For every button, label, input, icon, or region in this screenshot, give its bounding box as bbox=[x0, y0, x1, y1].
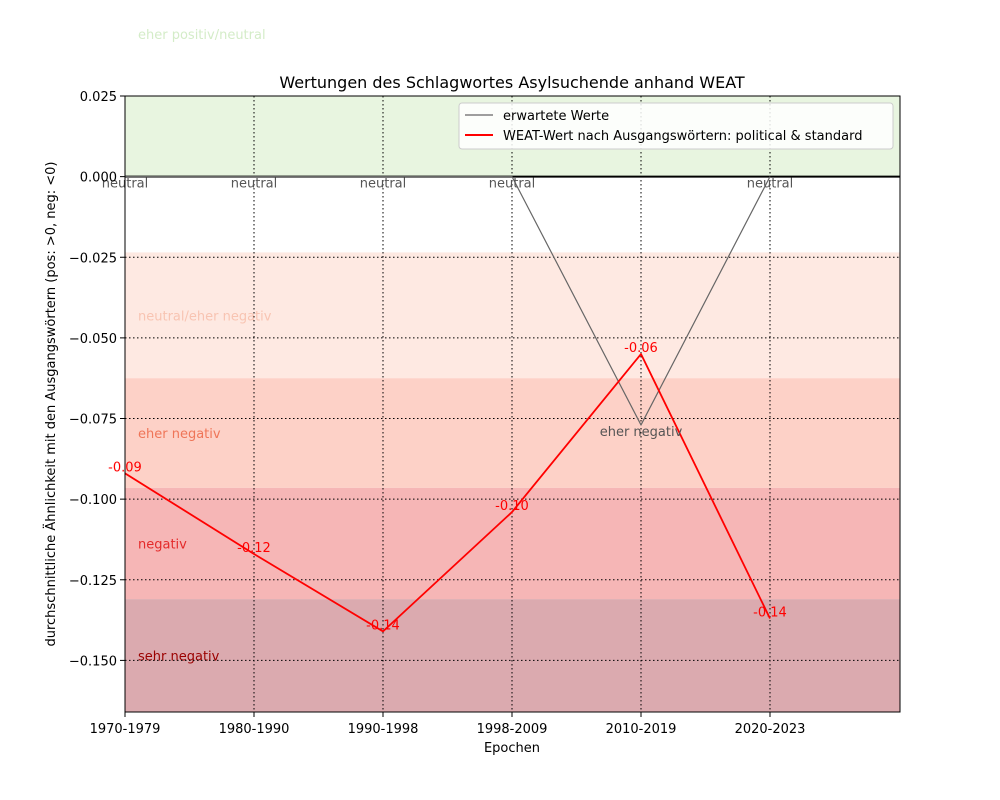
x-tick-label-3: 1998-2009 bbox=[477, 722, 548, 737]
x-axis-label: Epochen bbox=[484, 741, 540, 756]
band-label-1: neutral/eher negativ bbox=[138, 309, 272, 324]
series-line-1 bbox=[124, 353, 771, 633]
band-label-0: eher positiv/neutral bbox=[138, 28, 266, 43]
y-tick-label-3: −0.050 bbox=[69, 332, 117, 347]
band-label-4: sehr negativ bbox=[138, 650, 220, 665]
y-axis-label: durchschnittliche Ähnlichkeit mit den Au… bbox=[43, 161, 59, 646]
y-tick-label-5: −0.100 bbox=[69, 493, 117, 508]
x-tick-label-5: 2020-2023 bbox=[735, 722, 806, 737]
y-tick-label-6: −0.125 bbox=[69, 574, 117, 589]
x-tick-label-4: 2010-2019 bbox=[606, 722, 677, 737]
y-axis: 0.025 0.000 −0.025 −0.050 −0.075 −0.100 −0.125… bbox=[69, 90, 125, 669]
x-tick-label-1: 1980-1990 bbox=[219, 722, 290, 737]
data-label-2: -0.14 bbox=[366, 618, 400, 633]
y-tick-label-0: 0.025 bbox=[80, 90, 117, 105]
expected-label-2: neutral bbox=[360, 177, 407, 192]
data-label-3: -0.10 bbox=[495, 499, 529, 514]
x-tick-label-0: 1970-1979 bbox=[90, 722, 161, 737]
y-tick-label-7: −0.150 bbox=[69, 654, 117, 669]
legend: erwartete Werte WEAT-Wert nach Ausgangsw… bbox=[458, 102, 894, 150]
point-labels-layer: neutral neutral neutral neutral eher negativ… bbox=[102, 177, 794, 634]
x-axis: 1970-1979 1980-1990 1990-1998 1998-2009 2010… bbox=[90, 712, 806, 737]
legend-box bbox=[458, 102, 894, 150]
expected-label-1: neutral bbox=[231, 177, 278, 192]
data-label-5: -0.14 bbox=[753, 605, 787, 620]
expected-label-5: neutral bbox=[747, 177, 794, 192]
series-line-0 bbox=[125, 176, 771, 426]
band-label-3: negativ bbox=[138, 537, 187, 552]
data-label-4: -0.06 bbox=[624, 341, 658, 356]
y-tick-label-2: −0.025 bbox=[69, 251, 117, 266]
chart-title: Wertungen des Schlagwortes Asylsuchende … bbox=[279, 73, 745, 92]
expected-label-3: neutral bbox=[489, 177, 536, 192]
legend-label-weat: WEAT-Wert nach Ausgangswörtern: politica… bbox=[503, 129, 862, 144]
expected-label-4: eher negativ bbox=[600, 425, 683, 440]
series-layer bbox=[124, 176, 771, 633]
y-tick-label-4: −0.075 bbox=[69, 413, 117, 428]
band-label-2: eher negativ bbox=[138, 427, 221, 442]
y-tick-label-1: 0.000 bbox=[80, 171, 117, 186]
data-label-1: -0.12 bbox=[237, 541, 271, 556]
legend-label-expected: erwartete Werte bbox=[503, 109, 609, 124]
x-tick-label-2: 1990-1998 bbox=[348, 722, 419, 737]
